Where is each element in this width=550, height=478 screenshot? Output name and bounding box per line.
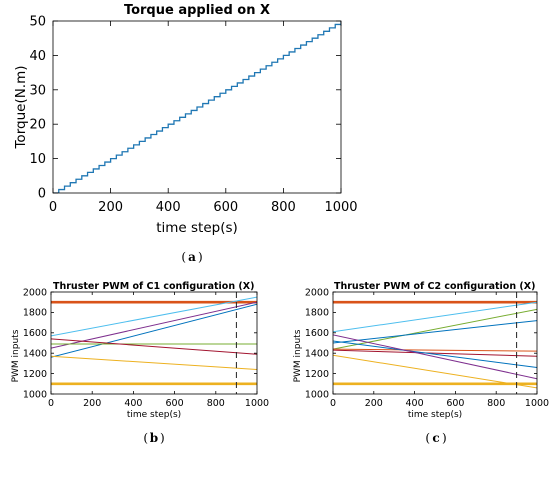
chart-c-series-4	[333, 320, 537, 344]
chart-c-title: Thruster PWM of C2 configuration (X)	[334, 281, 535, 292]
chart-c-series-5	[333, 348, 537, 352]
chart-c-series-8	[333, 334, 537, 380]
chart-a-xtick-label: 600	[213, 200, 238, 215]
chart-c-caption-close: )	[442, 431, 447, 445]
chart-b-ylabel: PWM inputs	[11, 329, 21, 382]
chart-b-caption: b	[150, 431, 158, 445]
chart-a-xtick-label: 400	[156, 200, 181, 215]
chart-a-xlabel: time step(s)	[156, 220, 238, 236]
chart-a-ytick-label: 10	[29, 152, 46, 167]
chart-c-ytick-label: 2000	[305, 287, 329, 298]
chart-b-plot-area: 0 200 400 600 800 1000 1000 1200 1400 1600 1800 200…	[23, 287, 269, 409]
chart-a: Torque applied on X 0 200 400 600 800 1000 0 10…	[13, 3, 358, 264]
chart-c-series-2	[333, 301, 537, 333]
chart-b-series-2	[51, 296, 257, 337]
chart-b-series-4	[51, 303, 257, 358]
chart-b-caption-open: (	[143, 431, 148, 445]
chart-b-axes-box	[50, 291, 258, 395]
chart-c-series-group	[333, 292, 537, 394]
chart-b-series-3	[51, 301, 257, 349]
chart-a-xtick-label: 1000	[324, 200, 357, 215]
chart-c-xtick-label: 1000	[525, 398, 549, 409]
chart-c-series-3	[333, 308, 537, 350]
chart-a-ylabel: Torque(N.m)	[13, 65, 29, 149]
chart-c-series-9	[333, 354, 537, 389]
chart-b-ytick-label: 1000	[23, 389, 47, 400]
chart-b-ytick-label: 1800	[23, 308, 47, 319]
chart-c-series-7	[333, 340, 537, 368]
chart-c-ytick-label: 1600	[305, 328, 329, 339]
chart-a-series-0	[53, 21, 341, 193]
chart-b-xtick-label: 800	[207, 398, 225, 409]
chart-b-xlabel: time step(s)	[127, 410, 181, 420]
chart-c-ytick-label: 1200	[305, 369, 329, 380]
chart-c-xtick-label: 400	[406, 398, 424, 409]
chart-c-xtick-label: 800	[487, 398, 505, 409]
chart-c-xtick-label: 200	[365, 398, 383, 409]
chart-b-xtick-label: 0	[48, 398, 54, 409]
chart-b-series-group	[51, 292, 257, 394]
chart-b-ytick-label: 1400	[23, 349, 47, 360]
chart-c-ytick-label: 1800	[305, 308, 329, 319]
chart-c-xtick-label: 600	[446, 398, 464, 409]
chart-a-ytick-label: 20	[29, 118, 46, 133]
chart-a-axes-box	[52, 20, 342, 194]
chart-c-xlabel: time step(s)	[408, 410, 462, 420]
chart-b-caption-close: )	[160, 431, 165, 445]
chart-b-title: Thruster PWM of C1 configuration (X)	[53, 281, 254, 292]
chart-b-ytick-label: 1600	[23, 328, 47, 339]
chart-a-xtick-label: 200	[98, 200, 123, 215]
chart-b-xtick-label: 1000	[245, 398, 269, 409]
chart-b: Thruster PWM of C1 configuration (X) 0 20…	[11, 281, 269, 445]
chart-a-caption: a	[188, 250, 196, 264]
chart-c-ylabel: PWM inputs	[293, 329, 303, 382]
chart-a-ytick-label: 50	[29, 15, 46, 30]
chart-c-xtick-label: 0	[330, 398, 336, 409]
chart-a-xtick-label: 0	[49, 200, 57, 215]
chart-c: Thruster PWM of C2 configuration (X) 0 20…	[293, 281, 549, 445]
chart-c-ytick-label: 1000	[305, 389, 329, 400]
chart-c-caption-open: (	[425, 431, 430, 445]
chart-c-ytick-label: 1400	[305, 349, 329, 360]
chart-a-plot-area: 0 200 400 600 800 1000 0 10 20 30 40 50	[29, 15, 357, 216]
chart-b-series-6	[51, 338, 257, 355]
chart-c-plot-area: 0 200 400 600 800 1000 1000 1200 1400 1600 1800 200…	[305, 287, 549, 409]
chart-b-ytick-label: 2000	[23, 287, 47, 298]
chart-b-series-7	[51, 355, 257, 371]
chart-a-ytick-label: 30	[29, 83, 46, 98]
chart-a-xtick-label: 800	[271, 200, 296, 215]
chart-a-ytick-label: 40	[29, 49, 46, 64]
chart-c-caption: c	[432, 431, 439, 445]
chart-b-ytick-label: 1200	[23, 369, 47, 380]
chart-a-caption-open: (	[181, 250, 186, 264]
chart-c-series-6	[333, 349, 537, 357]
chart-a-caption-close: )	[198, 250, 203, 264]
chart-b-xtick-label: 400	[124, 398, 142, 409]
chart-a-title: Torque applied on X	[124, 3, 270, 18]
chart-b-xtick-label: 600	[166, 398, 184, 409]
chart-b-xtick-label: 200	[83, 398, 101, 409]
chart-c-axes-box	[332, 291, 538, 395]
chart-a-ytick-label: 0	[38, 187, 46, 202]
chart-a-series-group	[53, 21, 341, 193]
